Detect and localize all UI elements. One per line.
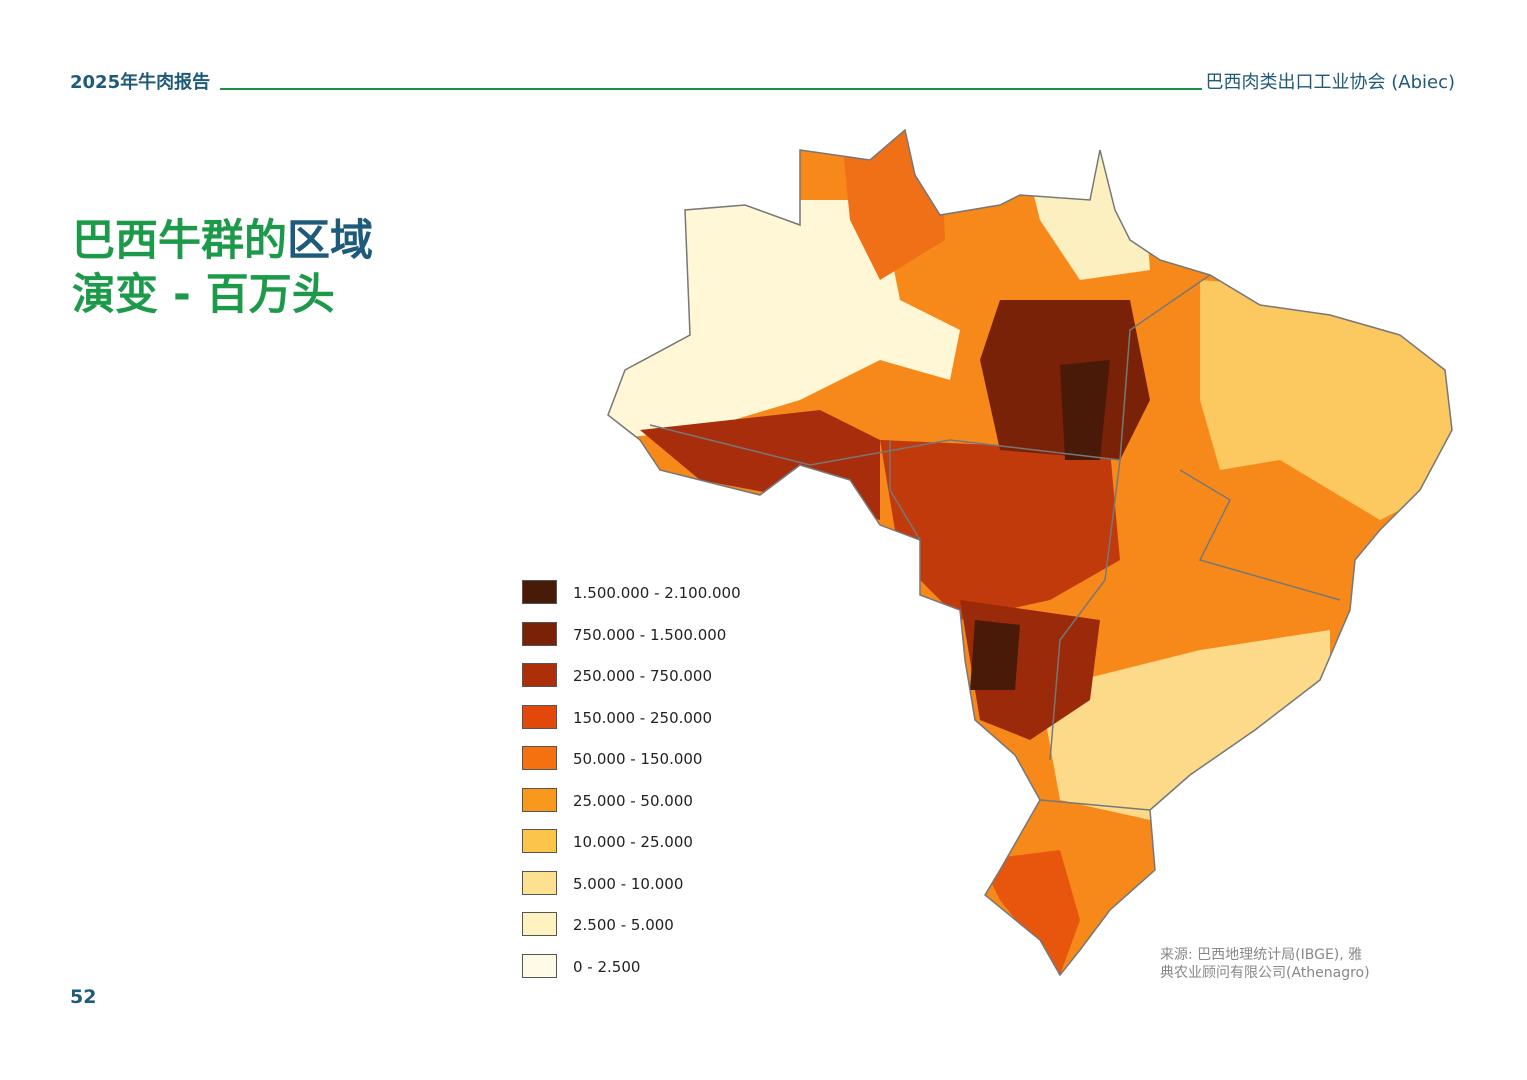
header-rule	[220, 88, 1202, 90]
legend-swatch	[522, 580, 557, 604]
legend-item: 150.000 - 250.000	[522, 704, 741, 747]
legend-swatch	[522, 829, 557, 853]
legend-label: 5.000 - 10.000	[573, 874, 684, 893]
header-left: 2025年牛肉报告	[70, 72, 211, 93]
source: 来源: 巴西地理统计局(IBGE), 雅 典农业顾问有限公司(Athenagro…	[1160, 946, 1370, 982]
legend-item: 25.000 - 50.000	[522, 787, 741, 830]
legend-item: 750.000 - 1.500.000	[522, 621, 741, 664]
legend-label: 50.000 - 150.000	[573, 750, 703, 768]
legend-swatch	[522, 870, 557, 895]
legend-item: 0 - 2.500	[522, 953, 741, 996]
legend-label: 150.000 - 250.000	[573, 708, 713, 727]
source-line: 典农业顾问有限公司(Athenagro)	[1160, 965, 1370, 981]
legend-swatch	[522, 912, 557, 936]
legend-swatch	[522, 663, 557, 687]
legend-item: 10.000 - 25.000	[522, 829, 741, 871]
title: 巴西牛群的区域 演变 - 百万头	[72, 214, 373, 322]
legend-swatch	[522, 704, 557, 729]
legend-label: 25.000 - 50.000	[573, 791, 693, 810]
title-line: 演变 - 百万头	[72, 270, 335, 320]
legend-item: 1.500.000 - 2.100.000	[522, 580, 741, 622]
legend-item: 2.500 - 5.000	[522, 912, 741, 954]
title-part: 巴西牛群的	[72, 216, 287, 266]
legend-swatch	[522, 787, 557, 812]
source-line: 来源: 巴西地理统计局(IBGE), 雅	[1160, 947, 1363, 963]
legend-swatch	[522, 953, 557, 978]
page-number: 52	[70, 986, 97, 1008]
legend-label: 2.500 - 5.000	[573, 916, 674, 934]
legend-swatch	[522, 746, 557, 770]
legend-item: 250.000 - 750.000	[522, 663, 741, 705]
legend-label: 250.000 - 750.000	[573, 667, 713, 685]
header-right: 巴西肉类出口工业协会 (Abiec)	[1205, 72, 1455, 93]
title-part: 区域	[287, 216, 373, 266]
legend-label: 750.000 - 1.500.000	[573, 625, 727, 644]
legend-item: 50.000 - 150.000	[522, 746, 741, 788]
legend-label: 1.500.000 - 2.100.000	[573, 584, 741, 602]
legend-item: 5.000 - 10.000	[522, 870, 741, 913]
state-borders	[607, 128, 1453, 977]
legend-label: 0 - 2.500	[573, 957, 641, 976]
legend-label: 10.000 - 25.000	[573, 833, 693, 851]
legend-swatch	[522, 621, 557, 646]
legend: 1.500.000 - 2.100.000 750.000 - 1.500.000…	[522, 580, 741, 995]
